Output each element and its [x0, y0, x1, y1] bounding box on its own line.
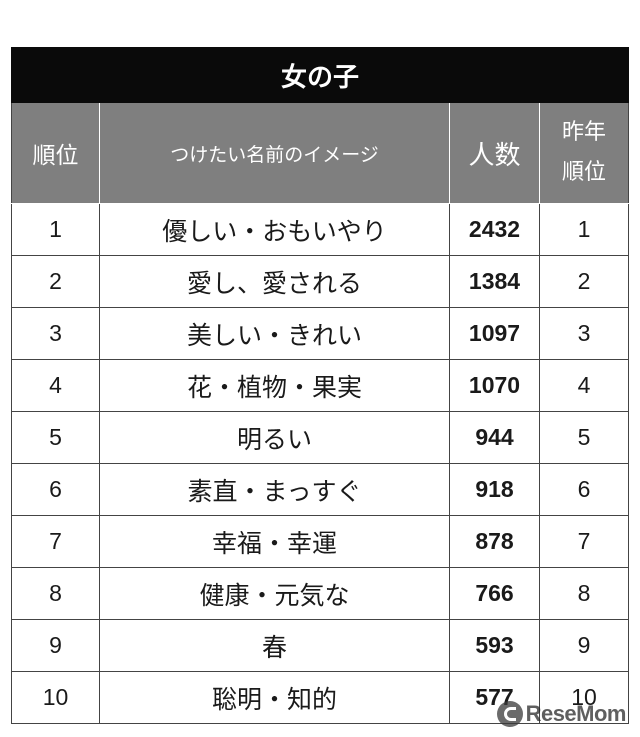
rank-cell: 5 [11, 411, 100, 464]
previous-rank-cell: 10 [538, 671, 630, 724]
rank-cell: 9 [11, 619, 100, 672]
name-image-cell: 春 [99, 619, 450, 672]
resemom-logo: ReseMom [496, 697, 627, 731]
ranking-table: 女の子 順位 つけたい名前のイメージ 人数 昨年 順位 1 優しい・おもいやり 24… [10, 47, 630, 724]
rank-cell: 2 [11, 255, 100, 308]
table-row: 9 春 593 9 [11, 619, 630, 672]
count-cell: 1070 [449, 359, 540, 412]
table-row: 10 聡明・知的 577 10 [11, 671, 630, 724]
count-cell: 2432 [449, 203, 540, 256]
rank-cell: 6 [11, 463, 100, 516]
header-previous-rank: 昨年 順位 [538, 102, 630, 204]
table-title-row: 女の子 [10, 47, 630, 103]
table-row: 4 花・植物・果実 1070 4 [11, 359, 630, 412]
name-image-cell: 愛し、愛される [99, 255, 450, 308]
header-rank: 順位 [11, 102, 100, 204]
previous-rank-cell: 6 [538, 463, 630, 516]
name-image-cell: 美しい・きれい [99, 307, 450, 360]
count-cell: 1384 [449, 255, 540, 308]
table-row: 1 優しい・おもいやり 2432 1 [11, 203, 630, 256]
rank-cell: 8 [11, 567, 100, 620]
table-row: 5 明るい 944 5 [11, 411, 630, 464]
table-header-row: 順位 つけたい名前のイメージ 人数 昨年 順位 [11, 102, 630, 204]
rank-cell: 10 [11, 671, 100, 724]
table-row: 3 美しい・きれい 1097 3 [11, 307, 630, 360]
previous-rank-cell: 2 [538, 255, 630, 308]
header-name-image: つけたい名前のイメージ [99, 102, 450, 204]
name-image-cell: 優しい・おもいやり [99, 203, 450, 256]
count-cell: 918 [449, 463, 540, 516]
rank-cell: 1 [11, 203, 100, 256]
previous-rank-cell: 1 [538, 203, 630, 256]
previous-rank-cell: 9 [538, 619, 630, 672]
name-image-cell: 花・植物・果実 [99, 359, 450, 412]
rank-cell: 4 [11, 359, 100, 412]
count-cell: 1097 [449, 307, 540, 360]
rank-cell: 3 [11, 307, 100, 360]
table-row: 2 愛し、愛される 1384 2 [11, 255, 630, 308]
count-cell: 593 [449, 619, 540, 672]
header-previous-rank-line1: 昨年 [562, 120, 607, 145]
header-count: 人数 [449, 102, 540, 204]
name-image-cell: 素直・まっすぐ [99, 463, 450, 516]
rank-cell: 7 [11, 515, 100, 568]
name-image-cell: 幸福・幸運 [99, 515, 450, 568]
name-image-cell: 健康・元気な [99, 567, 450, 620]
count-cell: 766 [449, 567, 540, 620]
name-image-cell: 明るい [99, 411, 450, 464]
previous-rank-cell: 3 [538, 307, 630, 360]
table-title: 女の子 [10, 47, 630, 103]
count-cell: 878 [449, 515, 540, 568]
previous-rank-cell: 4 [538, 359, 630, 412]
previous-rank-cell: 5 [538, 411, 630, 464]
table-row: 7 幸福・幸運 878 7 [11, 515, 630, 568]
resemom-logo-text: ReseMom [525, 701, 627, 726]
previous-rank-cell: 7 [538, 515, 630, 568]
resemom-logo-icon [496, 701, 523, 727]
count-cell: 944 [449, 411, 540, 464]
previous-rank-cell: 8 [538, 567, 630, 620]
header-previous-rank-line2: 順位 [562, 160, 607, 185]
table-row: 6 素直・まっすぐ 918 6 [11, 463, 630, 516]
ranking-table-container: 女の子 順位 つけたい名前のイメージ 人数 昨年 順位 1 優しい・おもいやり 24… [10, 47, 630, 724]
table-row: 8 健康・元気な 766 8 [11, 567, 630, 620]
name-image-cell: 聡明・知的 [99, 671, 450, 724]
